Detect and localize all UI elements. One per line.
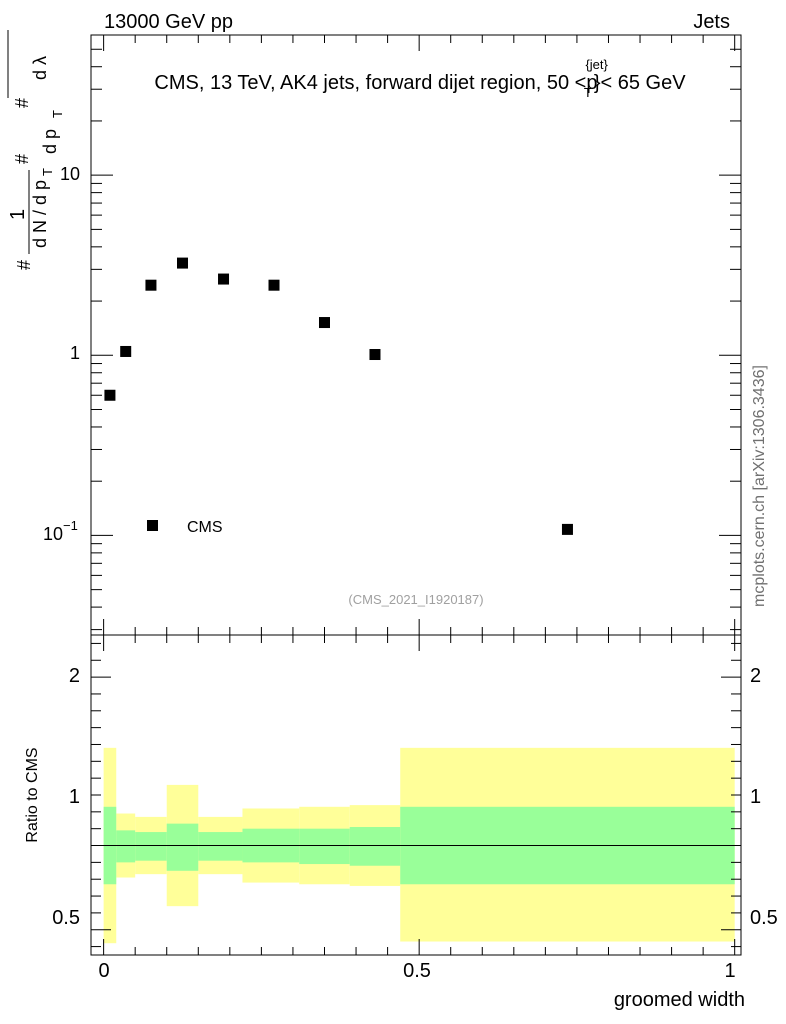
ratio-ytick-right-0.5: 0.5 <box>750 907 778 929</box>
data-point-0 <box>104 389 116 401</box>
data-point-3 <box>177 257 189 269</box>
data-point-6 <box>318 317 330 329</box>
chart-title-main: CMS, 13 TeV, AK4 jets, forward dijet reg… <box>154 72 597 94</box>
inner-band-bin-7 <box>349 827 401 866</box>
ratio-axis-ticks <box>91 635 741 955</box>
ratio-ytick-right-2: 2 <box>750 665 761 687</box>
legend-label: CMS <box>187 519 223 536</box>
xtick-label-0.5: 0.5 <box>403 960 431 982</box>
ratio-ytick-left-2: 2 <box>69 665 80 687</box>
ylabel-pT-sub-1: T <box>40 168 55 176</box>
ylabel-hash-1: # <box>14 260 34 270</box>
inner-band-bin-2 <box>135 832 167 861</box>
header-right: Jets <box>693 11 730 33</box>
chart-title-end: }< 65 GeV <box>594 72 686 94</box>
xtick-label-0: 0 <box>98 960 109 982</box>
ylabel-dN-dpT: d N / d p <box>30 180 50 248</box>
chart-title: CMS, 13 TeV, AK4 jets, forward dijet reg… <box>154 57 686 100</box>
data-point-1 <box>120 345 132 357</box>
ylabel-dpT: d p <box>40 129 60 154</box>
chart-title-sup: {jet} <box>585 57 608 72</box>
data-point-5 <box>268 279 280 291</box>
ylabel-hash-2: # <box>12 154 32 164</box>
chart-title-sub: T <box>584 85 592 100</box>
ratio-ytick-right-1: 1 <box>750 786 761 808</box>
ylabel-pT-sub-2: T <box>50 110 65 118</box>
inner-band-bin-1 <box>116 830 136 863</box>
xaxis-label: groomed width <box>614 989 745 1011</box>
inner-band-bin-3 <box>166 823 199 871</box>
ytick-label-1: 1 <box>70 343 80 363</box>
header-left: 13000 GeV pp <box>104 11 233 33</box>
inner-band-bin-4 <box>198 832 243 861</box>
ytick-label-0.1: 10 <box>43 524 63 544</box>
ratio-ylabel: Ratio to CMS <box>24 747 41 842</box>
ylabel-one: 1 <box>7 209 29 220</box>
main-axis-ticks <box>91 35 741 635</box>
cms-data-points <box>104 257 573 535</box>
analysis-label: (CMS_2021_I1920187) <box>348 592 483 607</box>
ratio-ytick-left-1: 1 <box>69 786 80 808</box>
ytick-label-10: 10 <box>60 164 80 184</box>
data-point-7 <box>369 349 381 361</box>
legend-marker <box>147 520 158 531</box>
main-plot-frame <box>90 34 742 636</box>
inner-band-bin-6 <box>299 828 350 865</box>
data-point-8 <box>561 523 573 535</box>
main-ylabel: # 1 d N / d p T # d p T # d 2 N d λ <box>7 30 65 270</box>
xtick-label-1: 1 <box>724 960 735 982</box>
ytick-label-0.1-exponent: −1 <box>63 518 78 533</box>
data-point-2 <box>145 279 157 291</box>
data-point-4 <box>218 273 230 285</box>
ylabel-hash-3: # <box>12 98 32 108</box>
watermark: mcplots.cern.ch [arXiv:1306.3436] <box>751 365 768 607</box>
ylabel-dlambda: d λ <box>30 56 50 80</box>
ratio-ytick-left-0.5: 0.5 <box>52 907 80 929</box>
